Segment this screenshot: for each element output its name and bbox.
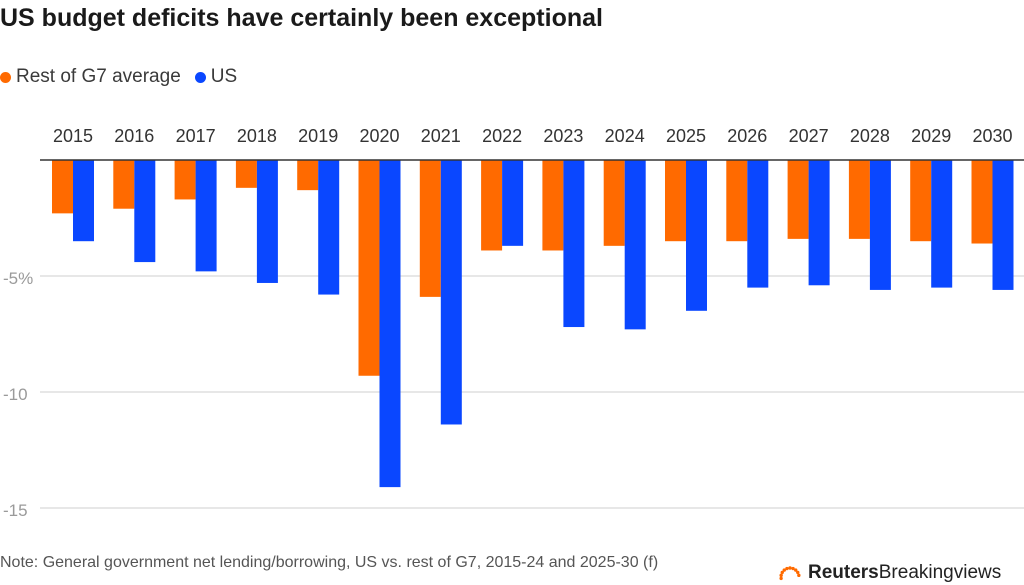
brand-name-bold: Reuters	[808, 562, 879, 583]
bar-rest-of-g7-2022	[481, 160, 503, 251]
x-tick-label: 2018	[237, 126, 277, 146]
legend-item-rest-of-g7: Rest of G7 average	[0, 66, 181, 88]
brand: ReutersBreakingviews	[778, 561, 1001, 585]
x-tick-label: 2027	[789, 126, 829, 146]
x-tick-label: 2019	[298, 126, 338, 146]
bar-us-2029	[931, 160, 953, 288]
x-tick-label: 2023	[543, 126, 583, 146]
logo-dot	[794, 568, 798, 572]
bar-us-2018	[256, 160, 278, 283]
bar-us-2021	[440, 160, 462, 425]
x-tick-label: 2024	[605, 126, 645, 146]
y-tick-label: -10	[3, 385, 28, 404]
bar-rest-of-g7-2017	[174, 160, 196, 200]
bar-rest-of-g7-2029	[910, 160, 932, 242]
x-tick-label: 2029	[911, 126, 951, 146]
x-tick-label: 2026	[727, 126, 767, 146]
bar-us-2025	[686, 160, 707, 311]
logo-dot	[780, 570, 784, 575]
logo-dot	[788, 566, 792, 570]
legend-label-rest-of-g7: Rest of G7 average	[16, 66, 181, 87]
legend-swatch-orange	[0, 71, 11, 83]
bar-us-2024	[624, 160, 646, 330]
bar-us-2026	[747, 160, 769, 288]
bar-rest-of-g7-2030	[971, 160, 993, 244]
bar-rest-of-g7-2016	[113, 160, 135, 209]
x-tick-label: 2020	[359, 126, 399, 146]
footnote: Note: General government net lending/bor…	[0, 554, 659, 571]
bar-us-2027	[808, 160, 830, 286]
bar-rest-of-g7-2023	[542, 160, 564, 251]
chart-title: US budget deficits have certainly been e…	[0, 4, 603, 32]
x-tick-label: 2017	[176, 126, 216, 146]
bar-us-2015	[73, 160, 94, 242]
bar-us-2022	[502, 160, 524, 246]
logo-dot	[782, 568, 786, 572]
bar-rest-of-g7-2015	[52, 160, 73, 214]
x-tick-label: 2028	[850, 126, 890, 146]
bar-us-2028	[869, 160, 891, 290]
legend-label-us: US	[210, 66, 238, 87]
bar-rest-of-g7-2027	[787, 160, 809, 239]
bar-rest-of-g7-2021	[419, 160, 441, 297]
bar-us-2023	[563, 160, 585, 328]
logo-dot	[791, 566, 795, 571]
logo-dot	[797, 573, 801, 578]
logo-dot	[796, 570, 800, 575]
bar-us-2016	[134, 160, 156, 263]
x-tick-label: 2025	[666, 126, 706, 146]
x-tick-label: 2015	[53, 126, 93, 146]
bar-rest-of-g7-2025	[665, 160, 686, 242]
logo-dot	[785, 566, 789, 571]
bar-us-2030	[992, 160, 1014, 290]
x-tick-label: 2021	[421, 126, 461, 146]
logo-dot	[779, 573, 783, 578]
x-tick-label: 2016	[114, 126, 154, 146]
bar-rest-of-g7-2026	[726, 160, 748, 242]
bar-rest-of-g7-2028	[848, 160, 870, 239]
y-tick-label: -5%	[3, 269, 33, 288]
x-tick-label: 2022	[482, 126, 522, 146]
legend-item-us: US	[194, 66, 238, 88]
brand-name-rest: Breakingviews	[878, 562, 1002, 583]
bar-rest-of-g7-2018	[235, 160, 257, 188]
x-tick-label: 2030	[972, 126, 1012, 146]
reuters-dot-logo-icon	[779, 566, 801, 581]
bar-us-2017	[195, 160, 217, 272]
y-tick-label: -15	[3, 501, 28, 520]
bar-us-2019	[318, 160, 340, 295]
legend: Rest of G7 average US	[0, 64, 237, 90]
logo-dot	[779, 576, 783, 581]
bar-us-2020	[379, 160, 401, 488]
bar-rest-of-g7-2024	[603, 160, 625, 246]
bar-rest-of-g7-2020	[358, 160, 380, 376]
bar-rest-of-g7-2019	[297, 160, 319, 191]
legend-swatch-blue	[194, 71, 206, 83]
